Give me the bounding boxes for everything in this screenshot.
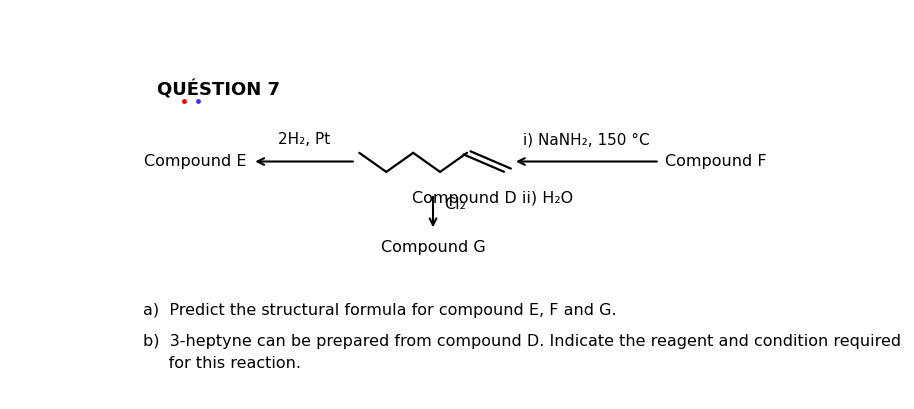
Text: i) NaNH₂, 150 °C: i) NaNH₂, 150 °C xyxy=(523,133,650,147)
Text: QUÉSTION 7: QUÉSTION 7 xyxy=(157,81,280,99)
Text: 2H₂, Pt: 2H₂, Pt xyxy=(278,133,330,147)
Text: a)  Predict the structural formula for compound E, F and G.: a) Predict the structural formula for co… xyxy=(143,303,616,318)
Text: Compound E: Compound E xyxy=(144,154,247,169)
Text: b)  3-heptyne can be prepared from compound D. Indicate the reagent and conditio: b) 3-heptyne can be prepared from compou… xyxy=(143,334,900,349)
Text: Compound D ii) H₂O: Compound D ii) H₂O xyxy=(412,191,573,206)
Text: for this reaction.: for this reaction. xyxy=(143,356,301,371)
Text: Cl₂: Cl₂ xyxy=(443,197,465,212)
Text: Compound G: Compound G xyxy=(380,240,485,255)
Text: Compound F: Compound F xyxy=(665,154,767,169)
